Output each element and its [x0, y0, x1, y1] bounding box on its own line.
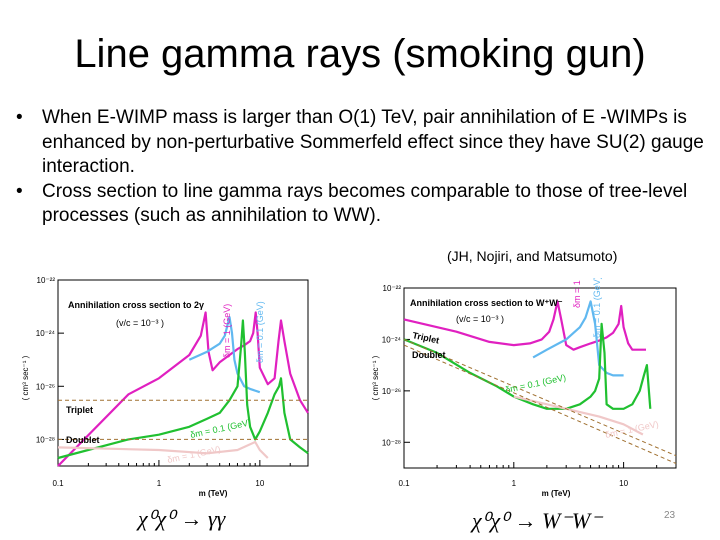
x-tick-label: 1	[512, 479, 517, 488]
series-label: δm = 0.1 (GeV)	[592, 278, 602, 338]
series-label: δm = 0.1 (GeV)	[189, 417, 252, 440]
series-line	[403, 322, 652, 410]
series-label: δm = 1 (GeV)	[166, 444, 221, 465]
y-axis-label: ( cm³ sec⁻¹ )	[21, 355, 30, 400]
series-label: Triplet	[66, 405, 93, 415]
x-axis-label: m (TeV)	[542, 489, 571, 498]
y-tick-label: 10⁻²⁴	[36, 329, 56, 338]
chart-gamma-gamma: 0.1 1 10 10⁻²² 10⁻²⁴ 10⁻²⁶ 10⁻²⁸ Annihilation c…	[21, 276, 309, 531]
y-axis-label: ( cm³ sec⁻¹ )	[371, 355, 380, 400]
series-label: Doublet	[412, 350, 446, 360]
y-tick-label: 10⁻²⁶	[382, 387, 401, 396]
series-label: δm = 1 (GeV)	[222, 304, 232, 358]
x-tick-label: 0.1	[398, 479, 410, 488]
series-line	[532, 300, 624, 377]
series-line	[513, 395, 644, 436]
chart-ww: 0.1 1 10 10⁻²² 10⁻²⁴ 10⁻²⁶ 10⁻²⁸ Annihilation c…	[371, 278, 677, 533]
series-label: δm = 0.1 (GeV)	[504, 372, 567, 395]
series-label: δm = 0.1 (GeV)	[255, 301, 265, 363]
series-line	[403, 300, 646, 351]
series-line	[57, 440, 269, 459]
series-label: Doublet	[66, 435, 100, 445]
slide-title: Line gamma rays (smoking gun)	[74, 32, 646, 76]
y-tick-label: 10⁻²²	[37, 276, 56, 285]
series-line	[403, 344, 677, 464]
bullet-item: • When E-WIMP mass is larger than O(1) T…	[14, 106, 714, 180]
chart-annotation: (v/c = 10⁻³ )	[456, 314, 504, 324]
y-tick-label: 10⁻²⁸	[382, 438, 401, 447]
bullet-item: • Cross section to line gamma rays becom…	[14, 180, 714, 229]
chart-title: Annihilation cross section to 2γ	[68, 300, 204, 310]
bullet-text: When E-WIMP mass is larger than O(1) TeV…	[42, 107, 704, 177]
chart-title: Annihilation cross section to W⁺W⁻	[410, 298, 563, 308]
bullet-list: • When E-WIMP mass is larger than O(1) T…	[14, 106, 714, 229]
y-tick-label: 10⁻²²	[383, 284, 402, 293]
x-tick-label: 10	[619, 479, 628, 488]
y-tick-label: 10⁻²⁴	[382, 335, 402, 344]
plot-frame	[57, 279, 309, 467]
bullet-dot: •	[16, 180, 23, 202]
x-tick-label: 10	[255, 479, 264, 488]
bullet-dot: •	[16, 107, 23, 128]
series-line	[57, 311, 309, 467]
chart-caption: χ⁰χ⁰ → γγ	[136, 506, 227, 531]
bullet-text: Cross section to line gamma rays becomes…	[42, 180, 688, 227]
x-tick-label: 1	[157, 479, 162, 488]
chart-annotation: (v/c = 10⁻³ )	[116, 318, 164, 328]
series-line	[403, 338, 677, 457]
y-tick-label: 10⁻²⁸	[36, 435, 55, 444]
citation: (JH, Nojiri, and Matsumoto)	[447, 248, 618, 264]
y-tick-label: 10⁻²⁶	[36, 382, 55, 391]
chart-caption: χ⁰χ⁰ → W⁻W⁻	[470, 508, 604, 533]
series-label: δm = 1 (GeV)	[572, 278, 582, 308]
plot-frame	[403, 287, 677, 469]
page-number: 23	[664, 510, 676, 521]
x-axis-label: m (TeV)	[199, 489, 228, 498]
series-line	[57, 319, 309, 460]
x-tick-label: 0.1	[52, 479, 64, 488]
